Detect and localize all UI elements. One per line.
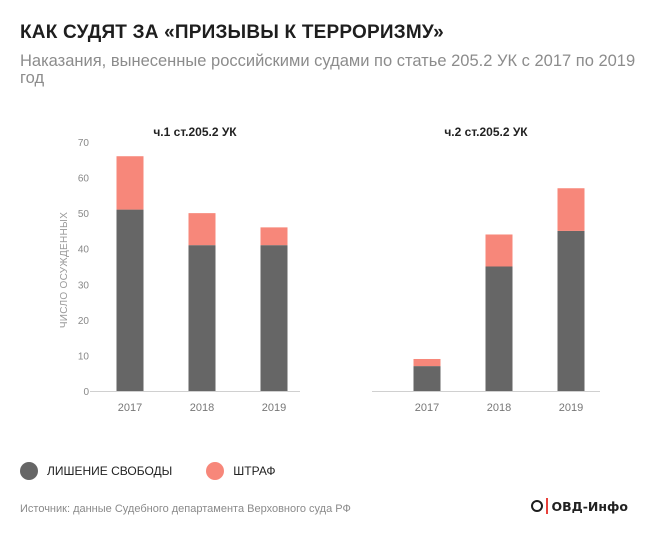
bar-p1-2017-s1 [116, 209, 144, 391]
bar-p2-2017-s2 [413, 358, 441, 367]
bar-p2-2019-s2 [557, 188, 585, 231]
legend-label-fine: ШТРАФ [233, 464, 276, 478]
bar-p1-2019-s1 [260, 245, 288, 391]
source-note: Источник: данные Судебного департамента … [20, 503, 351, 515]
x-tick-p1-2019: 2019 [262, 402, 286, 414]
y-tick-10: 10 [78, 351, 90, 362]
bar-p1-2019-s2 [260, 227, 288, 246]
bar-p2-2018-s1 [485, 266, 513, 391]
y-axis-label: ЧИСЛО ОСУЖДЕННЫХ [59, 212, 70, 328]
y-tick-0: 0 [83, 387, 89, 398]
bar-p2-2017-s1 [413, 366, 441, 391]
y-tick-20: 20 [78, 316, 90, 327]
bar-p2-2018-s2 [485, 234, 513, 267]
chart-subtitle: Наказания, вынесенные российскими судами… [20, 52, 636, 87]
bar-p1-2018-s1 [188, 245, 216, 391]
bar-p2-2019-s1 [557, 230, 585, 391]
panel-title-1: ч.1 ст.205.2 УК [153, 125, 237, 139]
logo: ОВД-Инфо [531, 498, 628, 514]
legend-item-prison: ЛИШЕНИЕ СВОБОДЫ [20, 462, 172, 480]
panel-title-2: ч.2 ст.205.2 УК [444, 125, 528, 139]
y-tick-30: 30 [78, 280, 90, 291]
legend: ЛИШЕНИЕ СВОБОДЫ ШТРАФ [20, 460, 310, 482]
charts-area: ч.1 ст.205.2 УК 2017 2018 2019 0 10 20 30 40 50 60… [59, 125, 600, 414]
bar-p1-2017-s2 [116, 156, 144, 210]
x-tick-p2-2018: 2018 [487, 402, 511, 414]
chart-title: КАК СУДЯТ ЗА «ПРИЗЫВЫ К ТЕРРОРИЗМУ» [20, 22, 444, 43]
legend-swatch-prison [20, 462, 38, 480]
y-tick-40: 40 [78, 245, 90, 256]
x-tick-p1-2018: 2018 [190, 402, 214, 414]
legend-label-prison: ЛИШЕНИЕ СВОБОДЫ [47, 464, 173, 478]
x-tick-p2-2019: 2019 [559, 402, 583, 414]
bar-p1-2018-s2 [188, 213, 216, 246]
legend-swatch-fine [206, 462, 225, 480]
x-tick-p2-2017: 2017 [415, 402, 439, 414]
logo-text: ОВД-Инфо [551, 498, 628, 514]
y-tick-50: 50 [78, 209, 90, 220]
y-tick-60: 60 [78, 174, 90, 185]
x-tick-p1-2017: 2017 [118, 402, 142, 414]
logo-bar-icon [546, 498, 549, 514]
y-tick-70: 70 [78, 138, 90, 149]
logo-circle-icon [531, 500, 544, 512]
legend-item-fine: ШТРАФ [206, 462, 276, 480]
